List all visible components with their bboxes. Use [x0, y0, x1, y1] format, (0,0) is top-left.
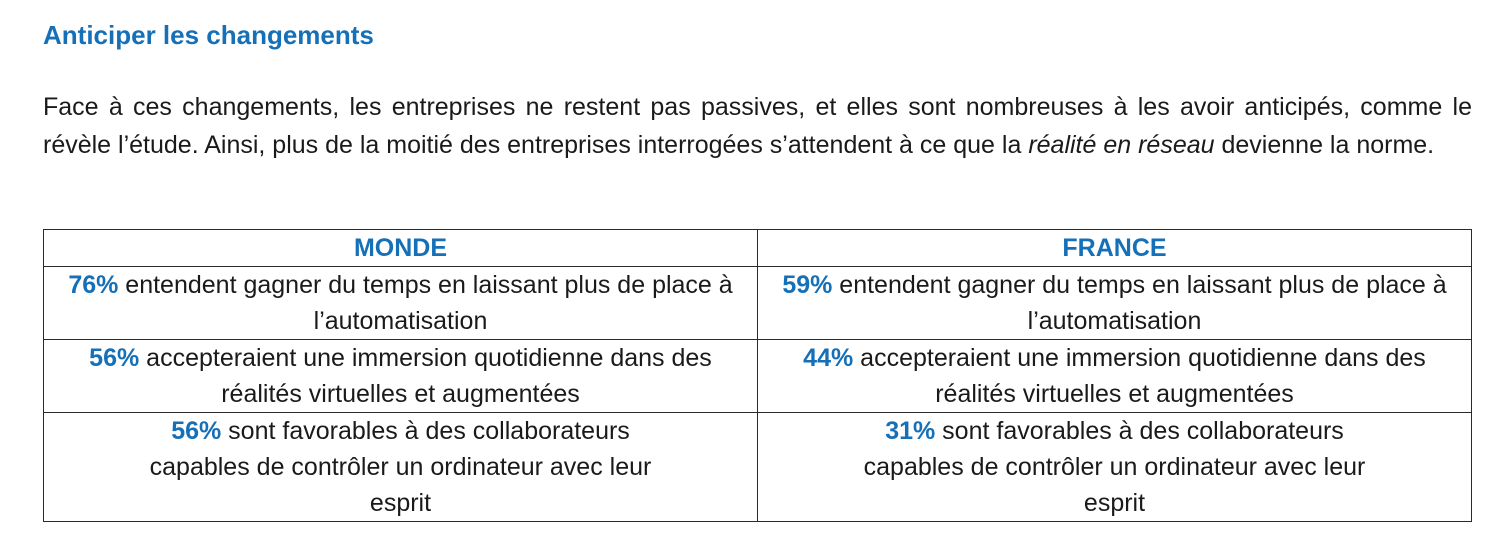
intro-text-part1: Face à ces changements, les entreprises …: [43, 93, 1472, 159]
table-row-automation: 76% entendent gagner du temps en laissan…: [43, 266, 1472, 340]
percentage-value: 56%: [171, 417, 222, 445]
section-heading: Anticiper les changements: [43, 20, 374, 50]
cell-france-automation: 59% entendent gagner du temps en laissan…: [757, 266, 1472, 340]
percentage-value: 31%: [885, 417, 936, 445]
percentage-value: 44%: [803, 344, 854, 372]
cell-text: accepteraient une immersion quotidienne …: [139, 344, 712, 408]
cell-text: entendent gagner du temps en laissant pl…: [832, 271, 1447, 335]
cell-monde-immersion: 56% accepteraient une immersion quotidie…: [43, 339, 758, 413]
cell-text: accepteraient une immersion quotidienne …: [853, 344, 1426, 408]
table-header-row: MONDE FRANCE: [43, 229, 1472, 267]
table-row-mind-control: 56% sont favorables à des collaborateurs…: [43, 412, 1472, 522]
cell-monde-automation: 76% entendent gagner du temps en laissan…: [43, 266, 758, 340]
cell-text: entendent gagner du temps en laissant pl…: [118, 271, 733, 335]
cell-text: sont favorables à des collaborateurs cap…: [863, 417, 1366, 517]
cell-france-immersion: 44% accepteraient une immersion quotidie…: [757, 339, 1472, 413]
percentage-value: 76%: [68, 271, 119, 299]
intro-emphasis: réalité en réseau: [1028, 131, 1215, 159]
intro-text-part2: devienne la norme.: [1214, 131, 1435, 159]
percentage-value: 59%: [782, 271, 833, 299]
comparison-table: MONDE FRANCE 76% entendent gagner du tem…: [43, 229, 1472, 522]
intro-paragraph: Face à ces changements, les entreprises …: [43, 88, 1472, 164]
cell-france-mind-control: 31% sont favorables à des collaborateurs…: [757, 412, 1472, 522]
cell-monde-mind-control: 56% sont favorables à des collaborateurs…: [43, 412, 758, 522]
header-france: FRANCE: [757, 229, 1472, 267]
percentage-value: 56%: [89, 344, 140, 372]
cell-text: sont favorables à des collaborateurs cap…: [149, 417, 652, 517]
header-monde: MONDE: [43, 229, 758, 267]
table-row-immersion: 56% accepteraient une immersion quotidie…: [43, 339, 1472, 413]
